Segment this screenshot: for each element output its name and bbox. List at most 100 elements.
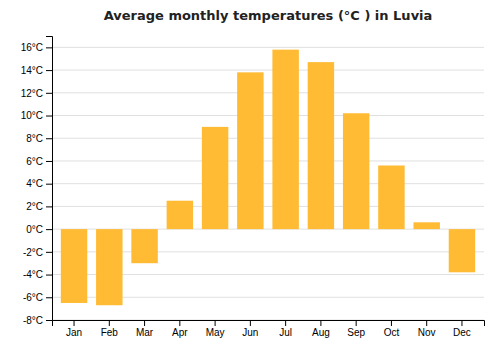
bar — [343, 113, 369, 229]
x-tick-label: Sep — [347, 327, 365, 338]
bar — [413, 222, 439, 229]
x-tick: Sep — [347, 320, 365, 338]
x-tick-mark — [320, 320, 321, 326]
y-tick-mark — [46, 47, 52, 48]
grid-line — [52, 115, 484, 116]
y-tick-mark — [46, 297, 52, 298]
x-tick: Mar — [136, 320, 154, 338]
x-tick-mark — [391, 320, 392, 326]
y-tick-label: 10°C — [21, 110, 43, 121]
x-tick: Apr — [172, 320, 188, 338]
x-tick-mark — [215, 320, 216, 326]
x-tick-label: Nov — [418, 327, 436, 338]
x-tick-mark — [461, 320, 462, 326]
y-tick-label: 12°C — [21, 88, 43, 99]
y-tick-mark — [46, 206, 52, 207]
x-tick: Dec — [453, 320, 471, 338]
y-tick-label: 14°C — [21, 65, 43, 76]
y-tick: -8°C — [23, 315, 52, 326]
y-tick-mark — [46, 161, 52, 162]
x-tick-label: Oct — [384, 327, 400, 338]
x-tick: Jul — [279, 320, 292, 338]
y-tick-label: 4°C — [26, 178, 43, 189]
bar — [308, 62, 334, 229]
y-tick-label: 16°C — [21, 42, 43, 53]
x-tick-label: Dec — [453, 327, 471, 338]
bars — [61, 50, 475, 306]
grid — [52, 47, 484, 320]
grid-line — [52, 70, 484, 71]
bar — [449, 229, 475, 272]
x-axis: Jan Feb Mar Apr May Jun Jul Aug Sep Oct Nov Dec — [53, 320, 485, 338]
x-tick-mark — [109, 320, 110, 326]
grid-line — [52, 92, 484, 93]
x-tick-label: Aug — [312, 327, 330, 338]
grid-line — [52, 160, 484, 161]
bar — [272, 50, 298, 229]
bar — [378, 166, 404, 230]
grid-line — [52, 47, 484, 48]
y-tick: 4°C — [26, 178, 52, 189]
x-tick: Aug — [312, 320, 330, 338]
y-tick: 2°C — [26, 201, 52, 212]
y-tick-mark — [46, 275, 52, 276]
y-tick-label: 2°C — [26, 201, 43, 212]
y-tick-label: 0°C — [26, 224, 43, 235]
x-tick-label: Jul — [279, 327, 292, 338]
y-tick: 8°C — [26, 133, 52, 144]
x-tick-label: Jun — [242, 327, 258, 338]
y-tick: 14°C — [21, 65, 52, 76]
x-tick: Feb — [101, 320, 119, 338]
title: Average monthly temperatures (°C ) in Lu… — [104, 8, 433, 23]
chart: -8°C -6°C -4°C -2°C 0°C 2°C 4°C 6°C 8°C 10°C 12°C 1… — [0, 0, 500, 350]
bar — [237, 72, 263, 229]
y-axis-line — [46, 37, 53, 321]
x-tick: Oct — [384, 320, 400, 338]
y-tick-mark — [46, 70, 52, 71]
grid-line — [52, 138, 484, 139]
y-tick-label: -8°C — [23, 315, 43, 326]
y-tick: 16°C — [21, 42, 52, 53]
y-tick: 6°C — [26, 156, 52, 167]
y-tick-mark — [46, 320, 52, 321]
bar — [131, 229, 157, 263]
x-axis-line — [53, 321, 485, 327]
y-tick: 0°C — [26, 224, 52, 235]
x-tick: Jun — [242, 320, 258, 338]
x-tick-mark — [285, 320, 286, 326]
x-tick: May — [206, 320, 225, 338]
bar — [96, 229, 122, 305]
x-tick: Jan — [66, 320, 82, 338]
x-tick-mark — [144, 320, 145, 326]
y-tick-mark — [46, 252, 52, 253]
y-axis: -8°C -6°C -4°C -2°C 0°C 2°C 4°C 6°C 8°C 10°C 12°C 1… — [21, 37, 53, 326]
grid-line — [52, 206, 484, 207]
y-tick-mark — [46, 116, 52, 117]
bar — [61, 229, 87, 303]
x-tick-label: May — [206, 327, 225, 338]
x-tick-mark — [250, 320, 251, 326]
x-tick-label: Jan — [66, 327, 82, 338]
y-tick-mark — [46, 184, 52, 185]
y-tick: -4°C — [23, 269, 52, 280]
y-tick-label: 8°C — [26, 133, 43, 144]
x-tick-label: Feb — [101, 327, 119, 338]
x-tick-label: Apr — [172, 327, 188, 338]
x-tick: Nov — [418, 320, 436, 338]
y-tick: -6°C — [23, 292, 52, 303]
x-tick-label: Mar — [136, 327, 154, 338]
y-tick: 10°C — [21, 110, 52, 121]
x-tick-mark — [74, 320, 75, 326]
y-tick-label: -6°C — [23, 292, 43, 303]
plot: -8°C -6°C -4°C -2°C 0°C 2°C 4°C 6°C 8°C 10°C 12°C 1… — [21, 37, 485, 339]
y-tick-mark — [46, 229, 52, 230]
y-tick-label: -4°C — [23, 269, 43, 280]
y-tick-label: -2°C — [23, 247, 43, 258]
y-tick: 12°C — [21, 88, 52, 99]
y-tick-mark — [46, 138, 52, 139]
bar — [167, 201, 193, 229]
y-tick-label: 6°C — [26, 156, 43, 167]
x-tick-mark — [179, 320, 180, 326]
grid-line — [52, 183, 484, 184]
x-tick-mark — [426, 320, 427, 326]
